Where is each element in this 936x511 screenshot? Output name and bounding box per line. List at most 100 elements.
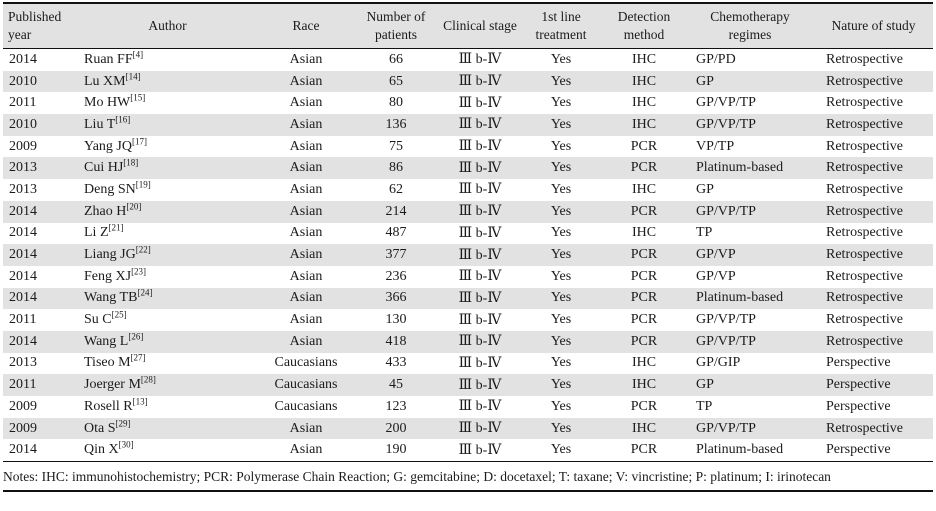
cell-published-year: 2013 <box>9 181 37 197</box>
table-body: 2014 Ruan FF[4] Asian 66 Ⅲ b-Ⅳ Yes IHC GP/PD Ret… <box>3 49 933 463</box>
cell-number-of-patients: 66 <box>389 51 403 67</box>
cell-clinical-stage: Ⅲ b-Ⅳ <box>458 247 502 263</box>
cell-published-year: 2011 <box>9 95 37 111</box>
cell-detection-method: PCR <box>630 398 658 414</box>
cell-number-of-patients: 62 <box>389 181 403 197</box>
cell-race: Asian <box>289 203 323 219</box>
cell-first-line-treatment: Yes <box>550 355 572 371</box>
cell-first-line-treatment: Yes <box>550 290 572 306</box>
reference-superscript: [26] <box>128 331 144 342</box>
cell-chemotherapy-regimes: GP/VP/TP <box>696 420 756 436</box>
cell-clinical-stage: Ⅲ b-Ⅳ <box>458 52 502 68</box>
cell-race: Asian <box>289 333 323 349</box>
cell-number-of-patients: 45 <box>389 377 403 393</box>
table-row: 2014 Feng XJ[23] Asian 236 Ⅲ b-Ⅳ Yes PCR GP/VP R… <box>3 266 933 288</box>
cell-first-line-treatment: Yes <box>550 181 572 197</box>
cell-chemotherapy-regimes: GP <box>696 73 714 89</box>
column-header-published-year: Published year <box>3 3 75 49</box>
cell-author: Yang JQ[17] <box>84 135 147 154</box>
column-header-first-line-treatment: 1st line treatment <box>520 3 602 49</box>
column-header-nature-of-study: Nature of study <box>814 3 933 49</box>
cell-race: Asian <box>260 439 352 463</box>
cell-chemotherapy-regimes: GP/VP/TP <box>696 203 756 219</box>
cell-chemotherapy-regimes: TP <box>696 398 713 414</box>
cell-clinical-stage: Ⅲ b-Ⅳ <box>458 269 502 285</box>
cell-number-of-patients: 86 <box>389 160 403 176</box>
reference-superscript: [28] <box>140 374 156 385</box>
cell-author: Wang L[26] <box>84 331 144 349</box>
cell-nature-of-study: Perspective <box>826 398 891 414</box>
cell-race: Asian <box>289 225 323 241</box>
cell-clinical-stage: Ⅲ b-Ⅳ <box>458 355 502 371</box>
cell-race: Asian <box>289 181 323 197</box>
cell-author: Rosell R[13] <box>84 396 148 414</box>
table-row: 2011 Joerger M[28] Caucasians 45 Ⅲ b-Ⅳ Yes IHC… <box>3 374 933 396</box>
table-row: 2014 Liang JG[22] Asian 377 Ⅲ b-Ⅳ Yes PCR GP/VP… <box>3 244 933 266</box>
cell-chemotherapy-regimes: GP/VP <box>696 268 736 284</box>
table-row: 2010 Lu XM[14] Asian 65 Ⅲ b-Ⅳ Yes IHC GP Retrosp… <box>3 70 933 93</box>
table-row: 2009 Yang JQ[17] Asian 75 Ⅲ b-Ⅳ Yes PCR VP/TP Re… <box>3 136 933 158</box>
cell-detection-method: IHC <box>631 420 657 436</box>
cell-clinical-stage: Ⅲ b-Ⅳ <box>458 421 502 437</box>
cell-first-line-treatment: Yes <box>550 116 572 132</box>
cell-first-line-treatment: Yes <box>520 439 602 463</box>
cell-author: Qin X[30] <box>75 439 260 463</box>
cell-first-line-treatment: Yes <box>550 247 572 263</box>
cell-detection-method: IHC <box>631 377 657 393</box>
cell-nature-of-study: Retrospective <box>826 138 903 154</box>
cell-detection-method: IHC <box>631 73 657 89</box>
cell-published-year: 2014 <box>9 225 37 241</box>
cell-race: Asian <box>289 312 323 328</box>
cell-chemotherapy-regimes: GP/VP/TP <box>696 116 756 132</box>
cell-chemotherapy-regimes: Platinum-based <box>686 439 814 463</box>
cell-author: Liang JG[22] <box>84 244 151 263</box>
cell-nature-of-study: Retrospective <box>826 290 903 306</box>
cell-nature-of-study: Retrospective <box>826 116 903 132</box>
reference-superscript: [14] <box>125 70 141 81</box>
cell-number-of-patients: 214 <box>385 203 407 219</box>
cell-published-year: 2014 <box>9 333 37 349</box>
cell-nature-of-study: Retrospective <box>826 420 903 436</box>
cell-author: Ruan FF[4] <box>84 49 144 67</box>
cell-number-of-patients: 75 <box>389 138 403 154</box>
reference-superscript: [16] <box>115 114 131 125</box>
cell-first-line-treatment: Yes <box>550 333 572 349</box>
cell-published-year: 2011 <box>9 312 37 328</box>
cell-chemotherapy-regimes: GP/VP/TP <box>696 333 756 349</box>
column-header-author: Author <box>75 3 260 49</box>
table-row: 2014 Wang L[26] Asian 418 Ⅲ b-Ⅳ Yes PCR GP/VP/T… <box>3 330 933 353</box>
reference-superscript: [27] <box>130 352 146 363</box>
table-row: 2013 Cui HJ[18] Asian 86 Ⅲ b-Ⅳ Yes PCR Platinum… <box>3 157 933 180</box>
reference-superscript: [23] <box>131 266 147 277</box>
reference-superscript: [24] <box>137 287 153 298</box>
cell-clinical-stage: Ⅲ b-Ⅳ <box>458 117 502 133</box>
cell-first-line-treatment: Yes <box>550 160 572 176</box>
cell-chemotherapy-regimes: GP/PD <box>696 51 736 67</box>
cell-nature-of-study: Retrospective <box>826 73 903 89</box>
reference-superscript: [18] <box>123 157 139 168</box>
cell-author: Joerger M[28] <box>84 374 156 393</box>
reference-superscript: [25] <box>111 309 127 320</box>
cell-author: Lu XM[14] <box>84 70 141 89</box>
cell-author: Zhao H[20] <box>84 201 142 219</box>
cell-number-of-patients: 366 <box>385 290 407 306</box>
cell-chemotherapy-regimes: VP/TP <box>696 138 735 154</box>
cell-clinical-stage: Ⅲ b-Ⅳ <box>458 312 502 328</box>
cell-published-year: 2014 <box>9 290 37 306</box>
table-row: 2011 Mo HW[15] Asian 80 Ⅲ b-Ⅳ Yes IHC GP/VP/TP R… <box>3 92 933 114</box>
cell-clinical-stage: Ⅲ b-Ⅳ <box>458 399 502 415</box>
cell-number-of-patients: 65 <box>389 73 403 89</box>
cell-race: Asian <box>289 138 323 154</box>
cell-number-of-patients: 190 <box>352 439 440 463</box>
cell-race: Asian <box>289 73 323 89</box>
reference-superscript: [13] <box>132 396 148 407</box>
cell-published-year: 2010 <box>9 73 37 89</box>
cell-number-of-patients: 200 <box>385 420 407 436</box>
cell-race: Asian <box>289 247 323 263</box>
table-row: 2009 Ota S[29] Asian 200 Ⅲ b-Ⅳ Yes IHC GP/VP/TP… <box>3 417 933 440</box>
cell-nature-of-study: Perspective <box>826 355 891 371</box>
cell-chemotherapy-regimes: Platinum-based <box>696 160 784 176</box>
cell-detection-method: PCR <box>630 247 658 263</box>
cell-first-line-treatment: Yes <box>550 312 572 328</box>
table-row: 2010 Liu T[16] Asian 136 Ⅲ b-Ⅳ Yes IHC GP/VP/TP… <box>3 114 933 136</box>
